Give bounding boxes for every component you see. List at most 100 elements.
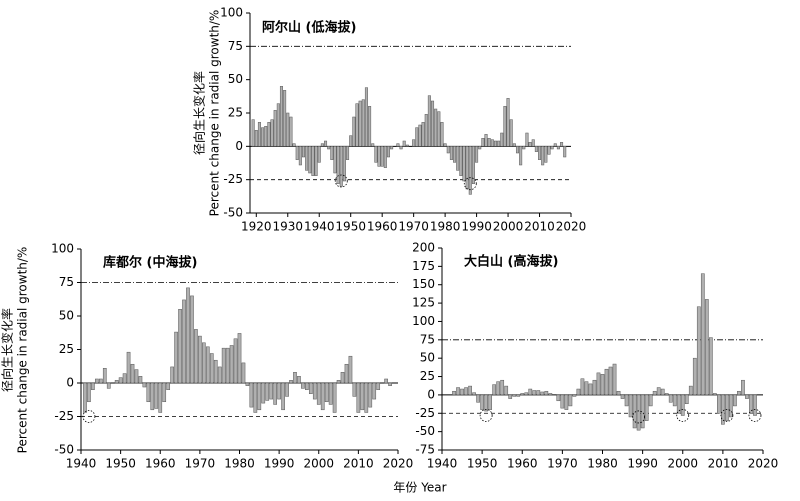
- bar: [273, 382, 277, 405]
- bar: [114, 380, 119, 384]
- bar: [452, 390, 456, 396]
- bar: [544, 390, 549, 396]
- bar: [348, 355, 353, 384]
- x-tick-label: 2000: [493, 220, 524, 234]
- x-tick-label: 1970: [547, 457, 578, 471]
- bar: [330, 146, 334, 160]
- bar: [368, 106, 372, 147]
- bar: [339, 146, 343, 187]
- bar: [292, 143, 296, 147]
- bar: [531, 139, 535, 147]
- chart-title: 大白山 (高海拔): [464, 254, 558, 270]
- bar: [360, 382, 365, 411]
- bar: [336, 380, 341, 384]
- bar: [265, 382, 270, 401]
- bar: [540, 391, 545, 396]
- bar: [298, 146, 302, 166]
- bar: [446, 146, 450, 154]
- bar: [293, 372, 297, 384]
- bar: [316, 382, 321, 405]
- bar: [475, 146, 479, 163]
- bar: [496, 381, 501, 396]
- y-tick-label: 25: [59, 342, 74, 356]
- bar: [553, 143, 557, 147]
- bar: [352, 382, 357, 397]
- bar: [146, 382, 151, 403]
- pointer-year-circle: [748, 409, 762, 422]
- bar: [390, 146, 394, 150]
- y-tick-label: 175: [412, 259, 435, 273]
- bar: [267, 122, 271, 147]
- x-tick-label: 1950: [467, 457, 498, 471]
- bar: [564, 394, 569, 410]
- bar: [217, 366, 222, 384]
- x-tick-label: 1960: [145, 457, 176, 471]
- y-tick-label: 150: [412, 277, 435, 291]
- bar: [178, 309, 182, 384]
- bar: [600, 374, 605, 396]
- x-tick-label: 2000: [667, 457, 698, 471]
- bar: [249, 382, 254, 408]
- bar: [138, 376, 143, 384]
- bar: [209, 353, 214, 384]
- bar: [342, 146, 346, 182]
- bar: [503, 106, 507, 147]
- bar: [386, 146, 390, 158]
- bar: [399, 146, 403, 150]
- bar: [311, 146, 315, 176]
- bar: [388, 382, 392, 386]
- bar: [95, 378, 99, 384]
- bar: [504, 385, 509, 396]
- bar: [547, 146, 551, 155]
- bar: [628, 394, 633, 418]
- bar: [418, 124, 422, 147]
- bar: [279, 86, 283, 147]
- bar: [556, 146, 560, 150]
- bar: [361, 99, 365, 147]
- bar: [301, 146, 306, 158]
- bar: [317, 146, 321, 163]
- bar: [281, 382, 285, 411]
- bar: [328, 382, 333, 405]
- bar: [612, 363, 617, 396]
- bar: [676, 394, 681, 414]
- bar: [522, 146, 526, 150]
- y-tick-label: 125: [412, 296, 435, 310]
- bar: [506, 98, 510, 147]
- x-tick-label: 1920: [241, 220, 272, 234]
- bar: [524, 392, 529, 396]
- bar: [481, 138, 485, 147]
- bar: [515, 146, 520, 154]
- bar: [229, 345, 234, 384]
- x-tick-label: 1950: [335, 220, 366, 234]
- bar: [437, 111, 441, 147]
- y-tick-label: -75: [415, 443, 435, 457]
- bar: [314, 146, 318, 176]
- bar: [478, 146, 482, 150]
- x-tick-label: 2020: [556, 220, 587, 234]
- bar: [532, 390, 537, 396]
- bar: [580, 378, 585, 396]
- bar: [550, 146, 554, 150]
- y-tick-label: 0: [235, 139, 243, 153]
- bar: [541, 146, 545, 166]
- bar: [118, 377, 123, 384]
- bar: [538, 146, 542, 160]
- bar: [516, 394, 521, 397]
- pointer-year-circle: [463, 177, 477, 191]
- bar: [305, 146, 309, 171]
- y-tick-label: 100: [412, 314, 435, 328]
- bar: [384, 378, 388, 384]
- bar: [241, 362, 246, 384]
- x-tick-label: 1940: [66, 457, 97, 471]
- x-tick-label: 1980: [587, 457, 618, 471]
- bar: [624, 394, 629, 407]
- bar: [421, 122, 425, 147]
- bar: [472, 392, 476, 396]
- bar: [106, 382, 111, 389]
- y-tick-label: 50: [59, 309, 74, 323]
- bar: [737, 390, 741, 396]
- bar: [509, 119, 513, 147]
- bar: [225, 347, 230, 384]
- y-tick-label: 75: [420, 332, 435, 346]
